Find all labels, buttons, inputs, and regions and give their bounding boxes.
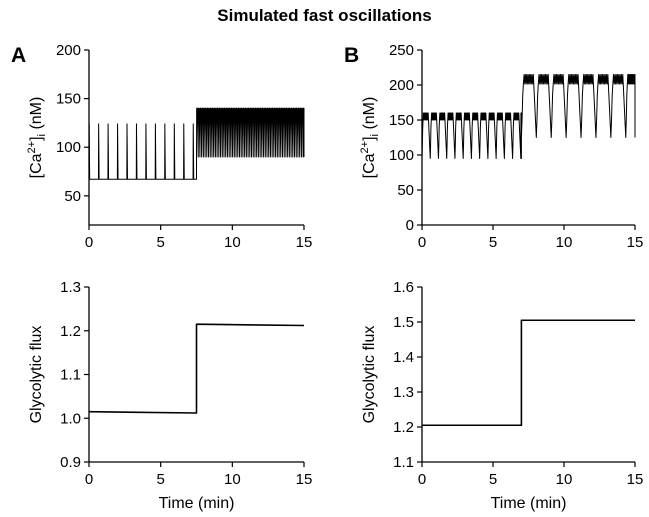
y-tick-label: 100 [389,147,414,164]
y-tick-label: 1.1 [60,367,81,384]
x-tick-label: 10 [224,234,241,251]
x-tick-label: 5 [156,471,164,488]
y-axis-label-part: (nM) [28,97,45,134]
y-axis-label: Glycolytic flux [28,326,45,424]
y-tick-label: 1.2 [393,419,414,436]
x-axis-label: Time (min) [491,495,567,512]
series-line-A-bottom [88,323,305,414]
y-tick-label: 1.1 [393,454,414,471]
series-line-B-top [421,74,636,159]
x-tick-label: 10 [224,471,241,488]
y-tick-label: 200 [56,42,81,59]
y-tick-label: 1.3 [60,279,81,296]
series-line-A-top [88,107,305,180]
x-tick-label: 10 [556,471,573,488]
x-tick-label: 15 [627,234,644,251]
panel-label-b: B [344,44,360,67]
y-axis-label-part: ] [28,136,45,140]
y-axis-label-part: [Ca [28,153,45,178]
y-axis-label: [Ca2+]i (nM) [26,97,48,179]
y-axis-label: Glycolytic flux [361,326,378,424]
y-tick-label: 50 [64,188,81,205]
y-tick-label: 1.2 [60,323,81,340]
x-tick-label: 0 [418,471,426,488]
x-tick-label: 15 [627,471,644,488]
y-tick-label: 50 [397,182,414,199]
y-tick-label: 1.4 [393,349,414,366]
y-axis-label-part: (nM) [361,97,378,134]
series-line-B-bottom [422,319,635,427]
panel-label-a: A [11,44,27,67]
x-tick-label: 15 [296,234,313,251]
x-tick-label: 15 [296,471,313,488]
x-tick-label: 10 [556,234,573,251]
x-tick-label: 5 [489,234,497,251]
y-tick-label: 1.0 [60,410,81,427]
y-tick-label: 150 [56,91,81,108]
x-tick-label: 5 [156,234,164,251]
x-tick-label: 0 [85,471,93,488]
chart-B-top: 0 50 100 150 200 250 0 5 10 15 [Ca2+]i (nM) [359,42,643,251]
y-axis-label-part: ] [361,136,378,140]
y-tick-label: 150 [389,112,414,129]
y-axis-label-part: [Ca [361,153,378,178]
y-axis-label-part: 2+ [359,141,371,154]
y-tick-label: 250 [389,42,414,59]
y-tick-label: 200 [389,77,414,94]
figure-title: Simulated fast oscillations [217,6,432,25]
y-tick-label: 1.5 [393,314,414,331]
x-tick-label: 0 [85,234,93,251]
y-axis-label: [Ca2+]i (nM) [359,97,381,179]
chart-A-top: 50 100 150 200 0 5 10 15 [Ca2+]i (nM) [26,42,312,251]
y-axis-label-part: i [369,134,381,136]
y-tick-label: 1.3 [393,384,414,401]
x-tick-label: 0 [418,234,426,251]
chart-A-bottom: 0.9 1.0 1.1 1.2 1.3 0 5 10 15 Time (min) Glycolyti… [28,279,312,512]
y-tick-label: 100 [56,139,81,156]
chart-B-bottom: 1.1 1.2 1.3 1.4 1.5 1.6 0 5 10 15 Time (min) Glycol… [361,279,643,512]
x-axis-label: Time (min) [159,495,235,512]
y-axis-label-part: 2+ [26,141,38,154]
y-tick-label: 1.6 [393,279,414,296]
y-tick-label: 0.9 [60,454,81,471]
x-tick-label: 5 [489,471,497,488]
y-axis-label-part: i [36,134,48,136]
y-tick-label: 0 [406,217,414,234]
